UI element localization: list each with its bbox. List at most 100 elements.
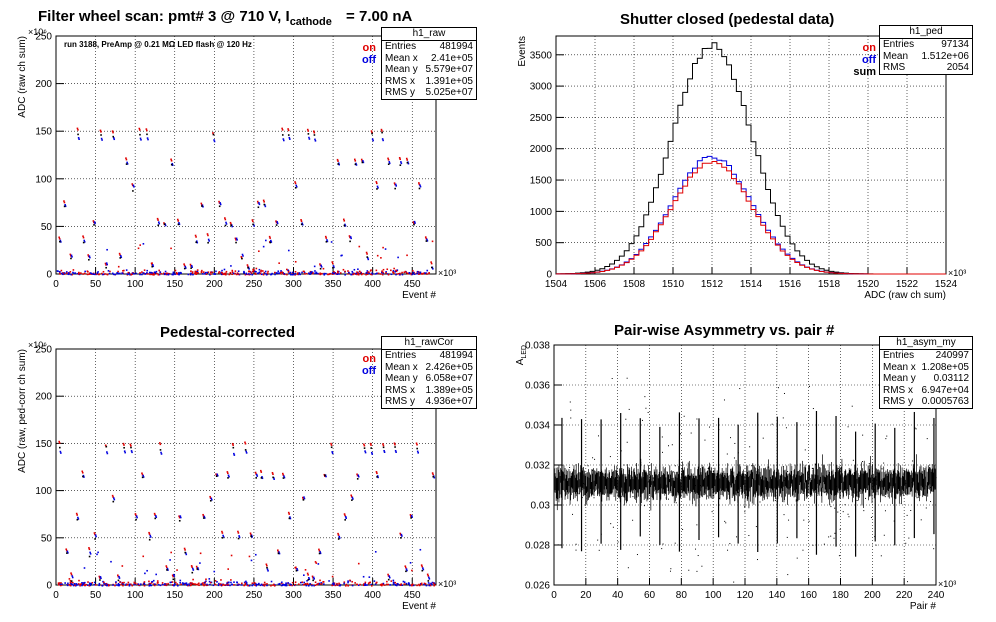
data-point xyxy=(287,269,289,271)
data-point xyxy=(330,442,332,445)
data-point xyxy=(76,127,79,130)
data-point xyxy=(130,450,133,452)
data-point xyxy=(688,569,690,571)
data-point xyxy=(131,183,134,185)
data-point xyxy=(395,451,397,453)
data-point xyxy=(814,464,816,466)
data-point xyxy=(812,544,814,546)
data-point xyxy=(285,584,288,587)
data-point xyxy=(213,140,216,143)
data-point xyxy=(252,220,254,223)
data-point xyxy=(260,273,263,276)
data-point xyxy=(231,273,233,276)
data-point xyxy=(287,129,290,132)
data-point xyxy=(228,581,230,584)
data-point xyxy=(201,273,204,275)
data-point xyxy=(824,491,826,493)
data-point xyxy=(160,451,162,454)
data-point xyxy=(171,574,174,577)
data-point xyxy=(395,185,398,187)
data-point xyxy=(428,576,430,579)
data-point xyxy=(390,269,392,272)
data-point xyxy=(299,581,302,584)
data-point xyxy=(381,271,383,274)
data-point xyxy=(682,489,684,491)
data-point xyxy=(183,264,186,267)
data-point xyxy=(294,187,297,189)
data-point xyxy=(759,501,761,503)
data-point xyxy=(122,583,124,585)
data-point xyxy=(131,451,133,454)
data-point xyxy=(119,272,121,275)
data-point xyxy=(325,475,327,478)
data-point xyxy=(387,583,390,586)
data-point xyxy=(112,584,114,586)
y-tick-label: 0.036 xyxy=(525,381,550,392)
data-point xyxy=(100,137,103,140)
data-point xyxy=(167,569,169,571)
data-point xyxy=(751,465,753,467)
data-point xyxy=(411,516,413,518)
data-point xyxy=(349,579,351,582)
data-point xyxy=(700,486,702,488)
data-point xyxy=(395,273,397,276)
data-point xyxy=(363,443,365,446)
data-points xyxy=(57,440,436,587)
data-point xyxy=(680,433,682,435)
data-point xyxy=(83,567,86,569)
y-axis-label: Events xyxy=(517,36,528,67)
data-point xyxy=(58,583,60,586)
data-point xyxy=(263,584,266,587)
data-point xyxy=(787,471,789,473)
x-tick-label: 0 xyxy=(551,590,557,601)
data-point xyxy=(65,271,68,273)
data-point xyxy=(300,223,303,226)
data-point xyxy=(157,273,160,276)
data-point xyxy=(412,271,415,274)
data-point xyxy=(362,575,365,578)
data-point xyxy=(312,579,314,582)
data-point xyxy=(367,271,369,273)
data-point xyxy=(135,518,137,521)
data-point xyxy=(59,273,61,275)
data-point xyxy=(744,511,746,513)
asym-stats-box: h1_asym_my Entries 240997 Mean x 1.208e+05… xyxy=(879,336,973,409)
data-point xyxy=(312,130,315,133)
data-point xyxy=(303,581,306,584)
data-point xyxy=(364,451,367,454)
data-point xyxy=(870,517,872,519)
data-point xyxy=(194,583,197,585)
data-point xyxy=(188,584,191,587)
x-multiplier: ×10³ xyxy=(438,268,456,278)
data-point xyxy=(277,270,280,273)
data-point xyxy=(157,221,160,224)
data-point xyxy=(146,272,148,274)
y-tick-label: 250 xyxy=(35,345,52,356)
stats-row: Mean x 1.208e+05 xyxy=(883,361,969,373)
data-point xyxy=(252,583,255,586)
data-point xyxy=(265,239,267,242)
data-point xyxy=(121,581,124,584)
data-point xyxy=(324,235,327,238)
data-point xyxy=(208,240,210,242)
x-tick-label: 100 xyxy=(127,279,144,290)
data-point xyxy=(334,584,337,587)
stats-name: h1_asym_my xyxy=(880,337,972,350)
data-point xyxy=(113,498,116,501)
data-point xyxy=(172,271,175,274)
data-point xyxy=(136,516,138,519)
data-point xyxy=(149,583,151,586)
data-point xyxy=(262,270,264,272)
data-point xyxy=(380,257,382,259)
data-point xyxy=(251,584,254,587)
data-point xyxy=(684,476,686,478)
data-point xyxy=(234,270,237,272)
data-point xyxy=(228,475,230,478)
data-point xyxy=(245,452,248,454)
data-point xyxy=(248,273,250,275)
data-point xyxy=(306,128,309,131)
data-point xyxy=(358,270,361,273)
data-point xyxy=(211,271,214,274)
data-point xyxy=(691,476,693,478)
data-point xyxy=(197,272,199,274)
